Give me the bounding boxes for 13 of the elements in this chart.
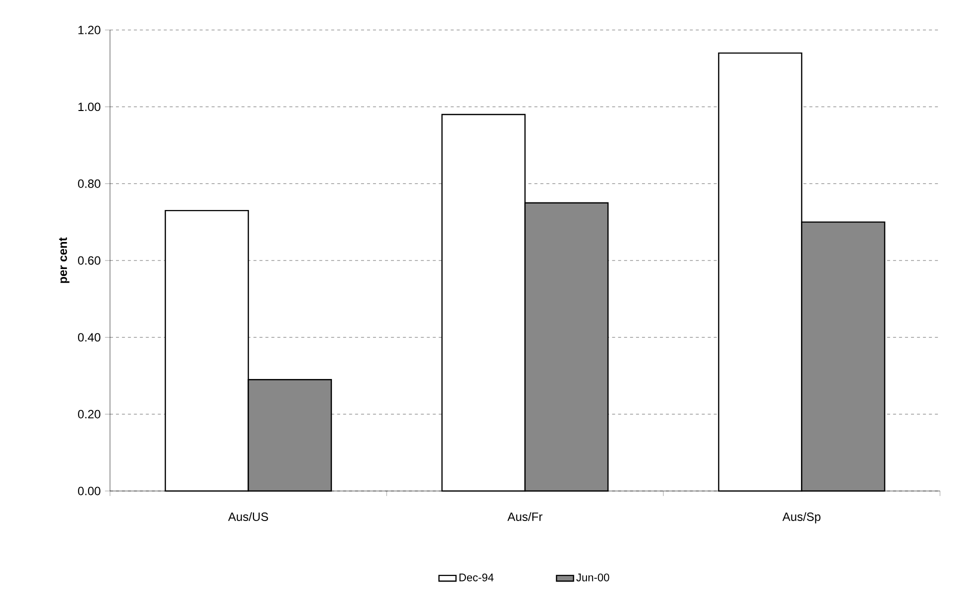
- y-tick-label: 0.40: [78, 333, 100, 342]
- legend-label: Jun-00: [576, 574, 610, 582]
- y-tick-label: 0.60: [78, 256, 100, 265]
- legend-label: Dec-94: [460, 574, 494, 582]
- y-tick-label: 1.00: [78, 102, 100, 112]
- y-tick-label: 1.20: [78, 26, 100, 34]
- x-tick-label: Aus/Fr: [507, 512, 542, 521]
- y-tick-label: 0.80: [78, 179, 100, 188]
- x-tick-label: Aus/US: [228, 512, 268, 521]
- y-tick-label: 0.00: [78, 486, 100, 496]
- x-tick-label: Aus/Sp: [782, 512, 820, 524]
- y-tick-label: 0.20: [78, 410, 100, 418]
- y-axis-title: per cent: [59, 237, 70, 283]
